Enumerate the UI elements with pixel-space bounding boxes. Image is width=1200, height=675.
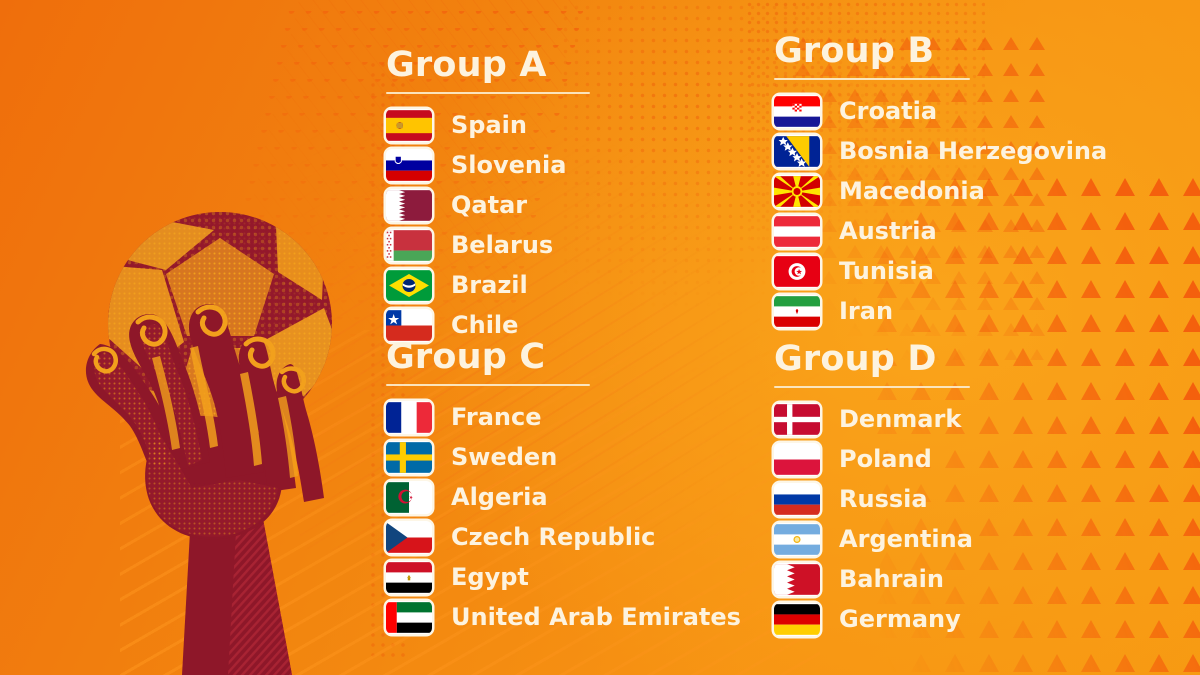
group-c-title: Group C bbox=[386, 337, 546, 377]
flag-bosnia-herzegovina bbox=[774, 134, 820, 168]
team-row[interactable]: United Arab Emirates bbox=[386, 597, 741, 637]
team-name: Austria bbox=[839, 217, 937, 245]
team-row[interactable]: Argentina bbox=[774, 519, 973, 559]
team-name: Chile bbox=[451, 311, 519, 339]
flag-slovenia bbox=[386, 148, 432, 182]
group-c-divider bbox=[386, 384, 590, 386]
flag-croatia bbox=[774, 94, 820, 128]
team-row[interactable]: Bosnia Herzegovina bbox=[774, 131, 1107, 171]
team-row[interactable]: Brazil bbox=[386, 265, 590, 305]
flag-sweden bbox=[386, 440, 432, 474]
team-row[interactable]: Russia bbox=[774, 479, 973, 519]
flag-united-arab-emirates bbox=[386, 600, 432, 634]
flag-belarus bbox=[386, 228, 432, 262]
team-name: Czech Republic bbox=[451, 523, 656, 551]
flag-algeria bbox=[386, 480, 432, 514]
flag-czech-republic bbox=[386, 520, 432, 554]
team-row[interactable]: Croatia bbox=[774, 91, 1107, 131]
team-name: Qatar bbox=[451, 191, 528, 219]
team-row[interactable]: Algeria bbox=[386, 477, 741, 517]
flag-iran bbox=[774, 294, 820, 328]
team-name: Croatia bbox=[839, 97, 938, 125]
team-name: Germany bbox=[839, 605, 961, 633]
group-a-divider bbox=[386, 92, 590, 94]
team-name: Algeria bbox=[451, 483, 548, 511]
team-row[interactable]: Slovenia bbox=[386, 145, 590, 185]
team-row[interactable]: Sweden bbox=[386, 437, 741, 477]
group-d-team-list: Denmark Poland Russia Argentina bbox=[774, 399, 973, 639]
team-row[interactable]: Iran bbox=[774, 291, 1107, 331]
team-row[interactable]: France bbox=[386, 397, 741, 437]
flag-bahrain bbox=[774, 562, 820, 596]
flag-denmark bbox=[774, 402, 820, 436]
team-name: France bbox=[451, 403, 542, 431]
team-row[interactable]: Bahrain bbox=[774, 559, 973, 599]
team-row[interactable]: Poland bbox=[774, 439, 973, 479]
team-row[interactable]: Germany bbox=[774, 599, 973, 639]
flag-macedonia bbox=[774, 174, 820, 208]
hand bbox=[85, 304, 324, 675]
team-name: Russia bbox=[839, 485, 928, 513]
team-name: Slovenia bbox=[451, 151, 567, 179]
team-name: Bosnia Herzegovina bbox=[839, 137, 1108, 165]
team-name: Brazil bbox=[451, 271, 528, 299]
flag-argentina bbox=[774, 522, 820, 556]
team-row[interactable]: Macedonia bbox=[774, 171, 1107, 211]
flag-russia bbox=[774, 482, 820, 516]
flag-germany bbox=[774, 602, 820, 636]
team-row[interactable]: Spain bbox=[386, 105, 590, 145]
team-row[interactable]: Chile bbox=[386, 305, 590, 345]
team-name: Poland bbox=[839, 445, 932, 473]
team-name: Argentina bbox=[839, 525, 973, 553]
group-c-panel: Group C France Sweden Algeria bbox=[386, 340, 741, 637]
hand-holding-soccer-ball-illustration bbox=[42, 196, 372, 675]
team-row[interactable]: Czech Republic bbox=[386, 517, 741, 557]
group-b-team-list: Croatia Bosnia Herzegovina Macedonia Aus… bbox=[774, 91, 1107, 331]
flag-brazil bbox=[386, 268, 432, 302]
team-row[interactable]: Denmark bbox=[774, 399, 973, 439]
team-name: Sweden bbox=[451, 443, 558, 471]
group-b-title: Group B bbox=[774, 31, 935, 71]
team-name: Egypt bbox=[451, 563, 529, 591]
group-c-team-list: France Sweden Algeria Czech Republic bbox=[386, 397, 741, 637]
team-name: United Arab Emirates bbox=[451, 603, 741, 631]
team-row[interactable]: Egypt bbox=[386, 557, 741, 597]
flag-france bbox=[386, 400, 432, 434]
team-name: Macedonia bbox=[839, 177, 985, 205]
team-name: Denmark bbox=[839, 405, 962, 433]
group-b-divider bbox=[774, 78, 970, 80]
team-name: Belarus bbox=[451, 231, 554, 259]
team-name: Bahrain bbox=[839, 565, 944, 593]
group-a-team-list: Spain Slovenia Qatar Belarus bbox=[386, 105, 590, 345]
group-d-divider bbox=[774, 386, 970, 388]
group-d-panel: Group D Denmark Poland Russia bbox=[774, 342, 973, 639]
flag-egypt bbox=[386, 560, 432, 594]
team-row[interactable]: Austria bbox=[774, 211, 1107, 251]
group-a-panel: Group A Spain Slovenia Qatar bbox=[386, 48, 590, 345]
group-a-title: Group A bbox=[386, 45, 547, 85]
team-name: Tunisia bbox=[839, 257, 934, 285]
flag-austria bbox=[774, 214, 820, 248]
team-row[interactable]: Tunisia bbox=[774, 251, 1107, 291]
team-row[interactable]: Belarus bbox=[386, 225, 590, 265]
flag-chile bbox=[386, 308, 432, 342]
flag-spain bbox=[386, 108, 432, 142]
team-name: Iran bbox=[839, 297, 894, 325]
team-name: Spain bbox=[451, 111, 527, 139]
flag-qatar bbox=[386, 188, 432, 222]
flag-poland bbox=[774, 442, 820, 476]
flag-tunisia bbox=[774, 254, 820, 288]
team-row[interactable]: Qatar bbox=[386, 185, 590, 225]
group-b-panel: Group B Croatia Bosnia Herzegovina Maced… bbox=[774, 34, 1107, 331]
group-d-title: Group D bbox=[774, 339, 937, 379]
